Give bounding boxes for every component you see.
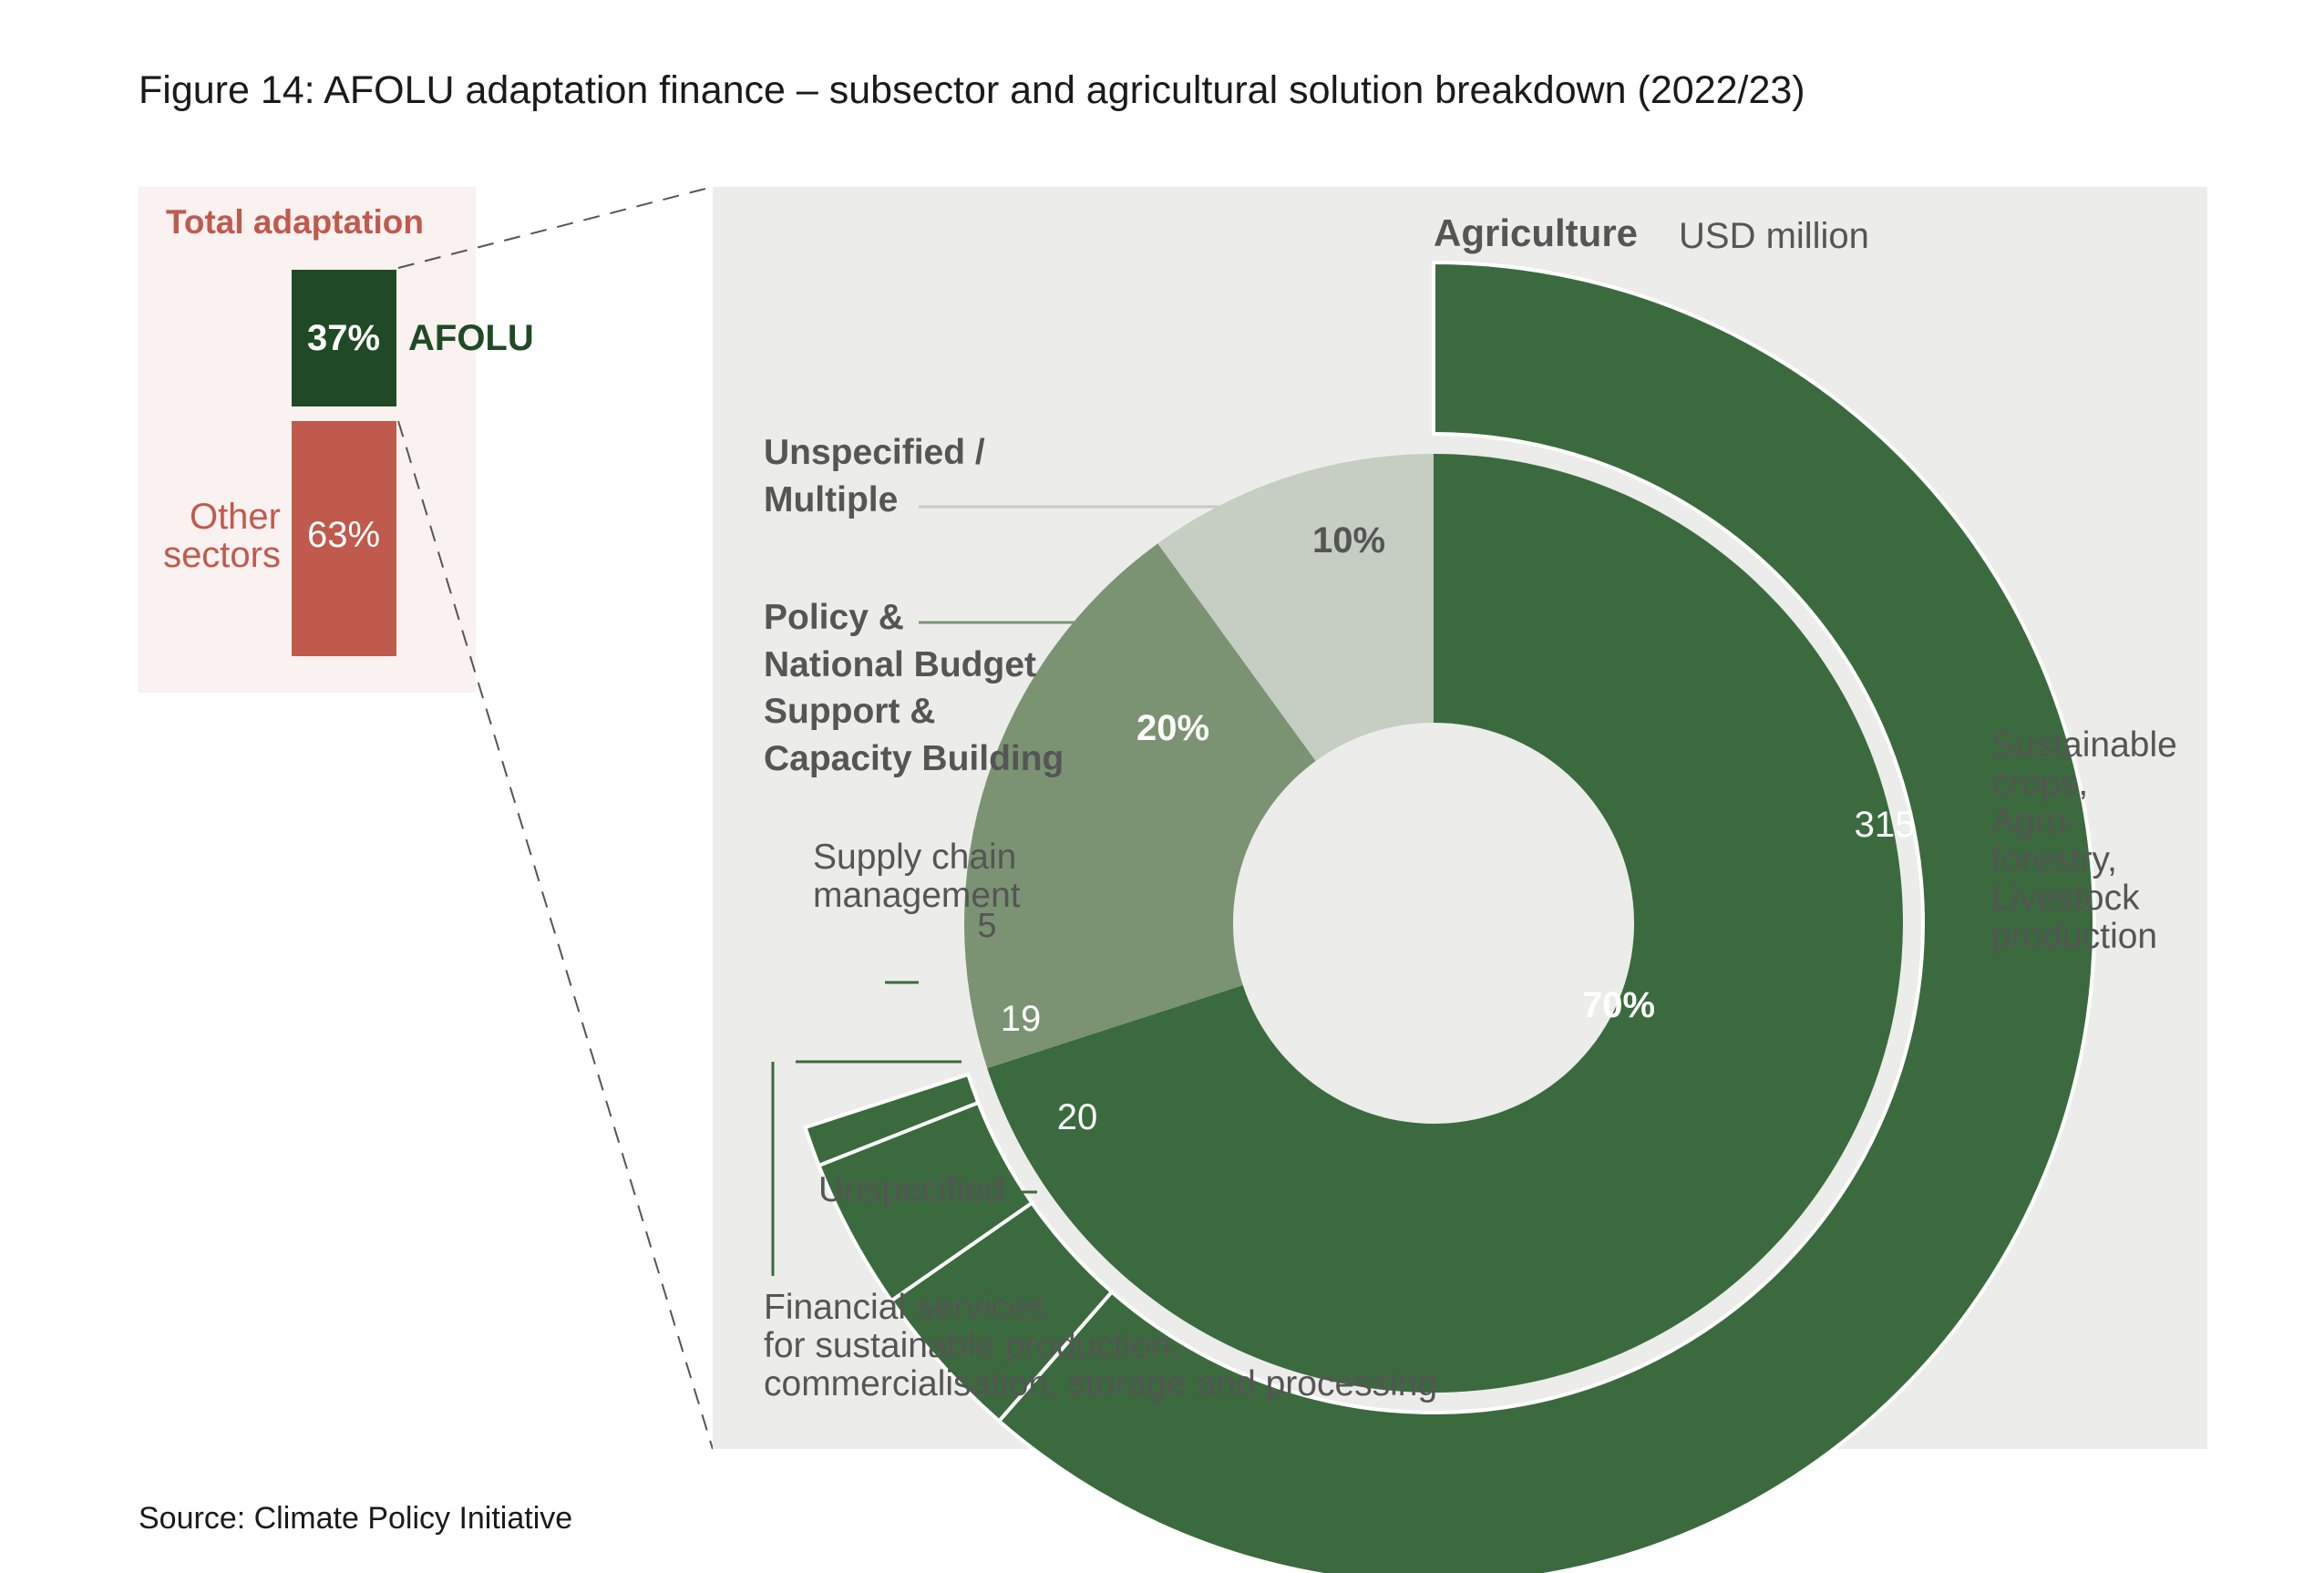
afolu-bar-segment <box>292 270 396 406</box>
agriculture-inner-donut <box>964 454 1903 1393</box>
donut-slice-policy <box>964 543 1316 1069</box>
label-supply-chain-line1: Supply chain <box>813 838 1016 877</box>
label-unspecified-multiple-line2: Multiple <box>764 480 898 519</box>
ring-value-unspecified: 20 <box>1057 1097 1098 1137</box>
label-unspecified: Unspecified <box>818 1170 1004 1209</box>
agriculture-unit-label: USD million <box>1679 216 1869 256</box>
afolu-percent-label: 37% <box>307 318 380 358</box>
donut-value-unspecified-multiple: 10% <box>1312 520 1385 560</box>
donut-slice-crops <box>987 454 1903 1393</box>
ring-value-crops: 315 <box>1855 805 1916 845</box>
label-policy-line1: Policy & <box>764 598 904 637</box>
ring-value-supply-chain: 5 <box>977 907 996 945</box>
agriculture-title: Agriculture <box>1434 211 1638 254</box>
solutions-outer-ring <box>802 260 2096 1573</box>
donut-value-policy: 20% <box>1136 708 1209 748</box>
label-crops-line4: forestry, <box>1991 840 2117 879</box>
total-adaptation-title: Total adaptation <box>166 203 424 241</box>
label-policy-line2: National Budget <box>764 645 1036 684</box>
label-crops-line1: Sustainable <box>1991 725 2177 765</box>
label-crops-line2: crops, <box>1991 764 2088 803</box>
source-note: Source: Climate Policy Initiative <box>139 1501 572 1536</box>
afolu-category-label: AFOLU <box>408 318 534 358</box>
label-unspecified-multiple-line1: Unspecified / <box>764 433 985 472</box>
label-crops-line6: production <box>1991 917 2157 956</box>
other-sectors-label-line2: sectors <box>163 535 281 575</box>
ring-segment-supply-chain <box>802 1072 981 1168</box>
other-sectors-label-line1: Other <box>190 497 281 537</box>
other-sectors-percent-label: 63% <box>307 515 380 555</box>
donut-slice-unspecified-multiple <box>1157 454 1434 762</box>
label-financial-services-line3: commercialisation, storage and processin… <box>764 1364 1437 1403</box>
donut-value-crops: 70% <box>1582 985 1655 1025</box>
ring-segment-crops <box>996 260 2096 1573</box>
label-crops-line3: Agro- <box>1991 802 2078 841</box>
label-financial-services-line1: Financial services <box>764 1288 1046 1327</box>
label-policy-line4: Capacity Building <box>764 739 1064 778</box>
label-supply-chain-line2: management <box>813 876 1021 915</box>
label-crops-line5: Livestock <box>1991 879 2140 918</box>
ring-value-financial-services: 19 <box>1001 999 1042 1039</box>
other-sectors-bar-segment <box>292 421 396 656</box>
label-policy-line3: Support & <box>764 692 935 731</box>
label-financial-services-line2: for sustainable production, <box>764 1326 1180 1365</box>
zoom-connector-bottom <box>397 420 714 1450</box>
figure-title: Figure 14: AFOLU adaptation finance – su… <box>139 68 1805 112</box>
